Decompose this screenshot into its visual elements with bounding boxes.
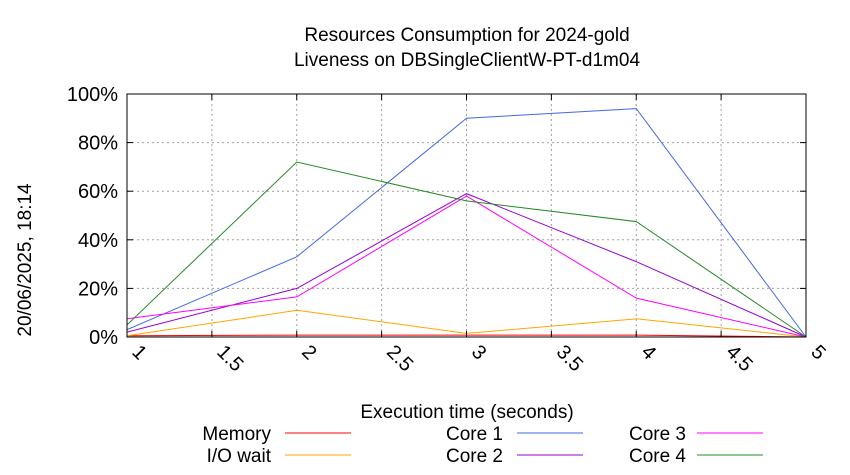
y-tick-label: 60%: [78, 181, 118, 203]
x-tick-label: 1: [127, 341, 150, 364]
y-tick-label: 100%: [67, 84, 118, 106]
y-tick-label: 0%: [89, 327, 118, 349]
timestamp-label: 20/06/2025, 18:14: [15, 183, 36, 337]
x-axis-ticks: 1 1.5 2 2.5 3 3.5 4 4.5 5: [126, 94, 830, 376]
series-line-core-1: [126, 108, 807, 338]
legend-label-core-2: Core 2: [446, 446, 503, 467]
x-tick-label: 1.5: [212, 341, 247, 376]
y-axis-ticks: 0% 20% 40% 60% 80% 100%: [67, 84, 806, 349]
y-tick-label: 40%: [78, 230, 118, 252]
x-tick-label: 2.5: [382, 341, 417, 376]
legend-label-core-3: Core 3: [629, 424, 686, 445]
y-tick-label: 80%: [78, 133, 118, 155]
chart-title-line-2: Liveness on DBSingleClientW-PT-d1m04: [294, 50, 640, 71]
chart-title: Resources Consumption for 2024-gold Live…: [294, 25, 640, 71]
legend-label-core-4: Core 4: [629, 446, 686, 467]
legend-label-memory: Memory: [202, 424, 271, 445]
x-tick-label: 4.5: [722, 341, 757, 376]
series-line-core-4: [126, 161, 807, 338]
x-tick-label: 5: [806, 341, 829, 364]
y-tick-label: 20%: [78, 278, 118, 300]
x-tick-label: 4: [637, 341, 660, 364]
legend-label-core-1: Core 1: [446, 424, 503, 445]
x-tick-label: 3: [467, 341, 490, 364]
legend-label-i-o-wait: I/O wait: [207, 446, 272, 467]
x-tick-label: 2: [297, 341, 320, 364]
series-line-core-2: [126, 193, 807, 338]
chart-title-line-1: Resources Consumption for 2024-gold: [304, 25, 629, 46]
grid: [127, 94, 806, 337]
x-axis-label: Execution time (seconds): [360, 402, 573, 423]
series-line-core-3: [126, 195, 807, 338]
x-tick-label: 3.5: [552, 341, 587, 376]
